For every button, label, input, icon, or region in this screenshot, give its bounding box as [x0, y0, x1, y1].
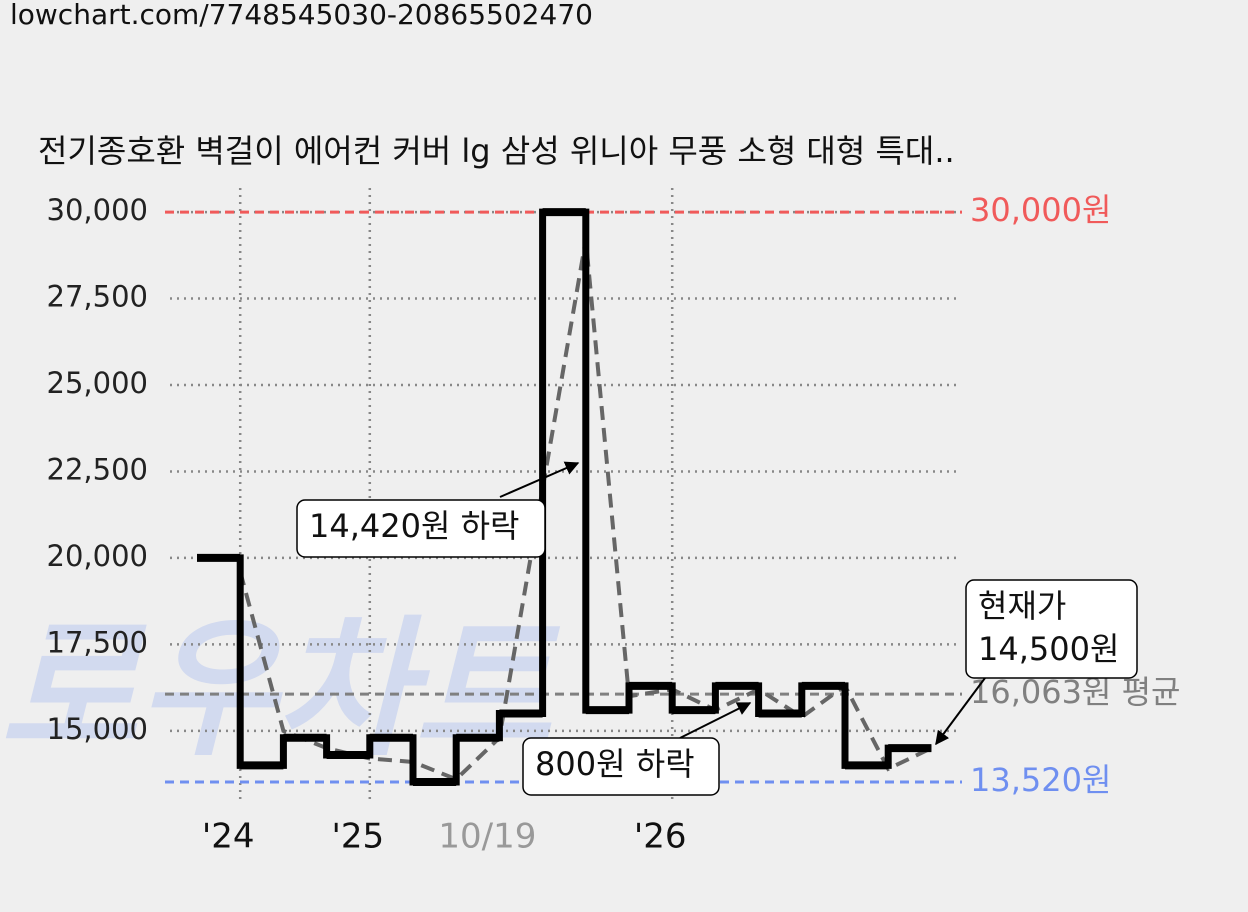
x-tick-label: '25	[331, 817, 384, 857]
url: lowchart.com/7748545030-20865502470	[10, 0, 593, 31]
annotation-box	[296, 499, 546, 558]
annotation-text: 14,420원 하락	[309, 507, 519, 545]
annotation-arrow	[499, 461, 580, 498]
y-tick-label: 25,000	[47, 366, 148, 400]
y-tick-label: 20,000	[47, 539, 148, 573]
annotation-box	[965, 579, 1138, 679]
annotation-text: 현재가	[978, 587, 1066, 625]
y-tick-label: 27,500	[47, 280, 148, 314]
x-tick-label: '24	[202, 817, 255, 857]
annotation-arrow	[679, 702, 752, 739]
reference-label: 16,063원 평균	[970, 673, 1180, 711]
y-tick-label: 30,000	[47, 193, 148, 227]
reference-label: 13,520원	[970, 761, 1111, 799]
annotation-arrow	[935, 677, 986, 746]
annotation-text: 800원 하락	[535, 745, 695, 783]
x-tick-label: 10/19	[438, 817, 536, 857]
annotation-box	[522, 737, 720, 796]
y-tick-label: 17,500	[47, 625, 148, 659]
x-tick-label: '26	[634, 817, 687, 857]
annotation-text: 14,500원	[978, 630, 1119, 668]
y-tick-label: 22,500	[47, 452, 148, 486]
chart-title: 전기종호환 벽걸이 에어컨 커버 lg 삼성 위니아 무풍 소형 대형 특대..	[38, 132, 955, 170]
reference-label: 30,000원	[970, 191, 1111, 229]
y-tick-label: 15,000	[47, 712, 148, 746]
